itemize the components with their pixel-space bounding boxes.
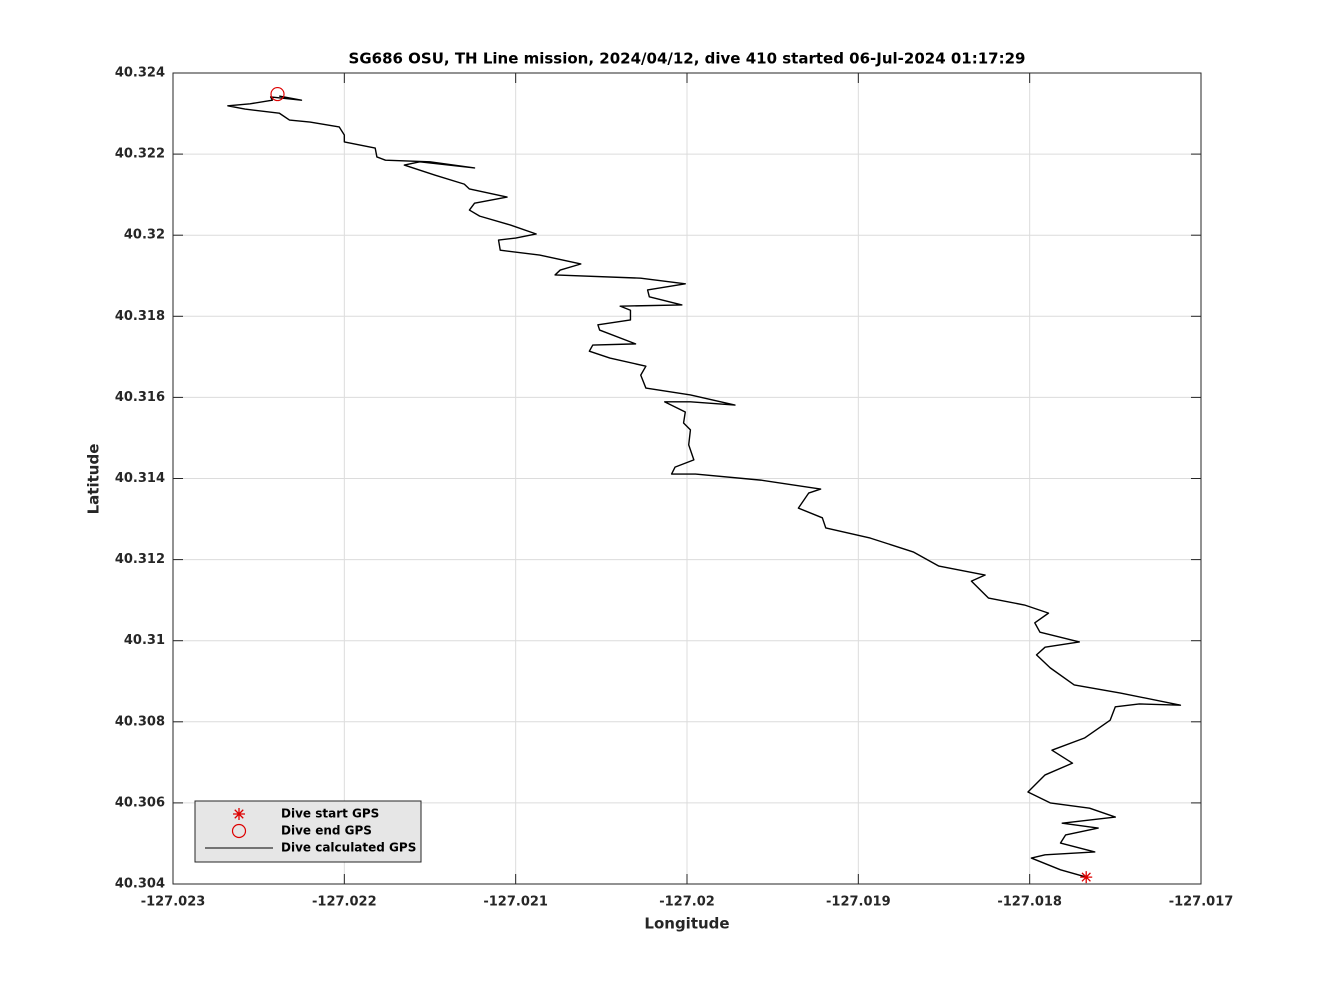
- y-tick-label: 40.324: [115, 66, 165, 81]
- legend-label: Dive start GPS: [281, 807, 379, 821]
- start-marker: [1080, 871, 1093, 884]
- x-tick-label: -127.018: [997, 895, 1062, 910]
- x-tick-label: -127.019: [826, 895, 891, 910]
- legend-label: Dive calculated GPS: [281, 841, 416, 855]
- y-tick-label: 40.312: [115, 552, 165, 567]
- legend-label: Dive end GPS: [281, 824, 372, 838]
- y-tick-label: 40.31: [124, 633, 165, 648]
- end-marker: [270, 86, 285, 102]
- x-tick-label: -127.017: [1169, 895, 1234, 910]
- y-tick-label: 40.308: [115, 714, 165, 729]
- y-tick-label: 40.32: [124, 228, 165, 243]
- x-tick-label: -127.022: [312, 895, 377, 910]
- y-tick-label: 40.322: [115, 147, 165, 162]
- x-tick-label: -127.023: [141, 895, 206, 910]
- x-tick-label: -127.021: [483, 895, 548, 910]
- x-axis-label: Longitude: [644, 915, 729, 933]
- y-tick-label: 40.314: [115, 471, 165, 486]
- y-tick-label: 40.316: [115, 390, 165, 405]
- legend-marker: [231, 823, 247, 839]
- track-line: [227, 95, 1182, 878]
- y-tick-label: 40.304: [115, 877, 165, 892]
- x-tick-label: -127.02: [659, 895, 715, 910]
- y-axis-label: Latitude: [85, 444, 103, 515]
- y-tick-label: 40.306: [115, 795, 165, 810]
- data-layer: [227, 86, 1182, 884]
- legend: Dive start GPS Dive end GPS Dive calculate…: [194, 800, 422, 863]
- chart-title: SG686 OSU, TH Line mission, 2024/04/12, …: [349, 50, 1026, 68]
- y-tick-label: 40.318: [115, 309, 165, 324]
- legend-marker: [233, 808, 245, 820]
- ticks: -127.023 -127.022 -127.021 -127.02 -127.019 -…: [115, 66, 1233, 910]
